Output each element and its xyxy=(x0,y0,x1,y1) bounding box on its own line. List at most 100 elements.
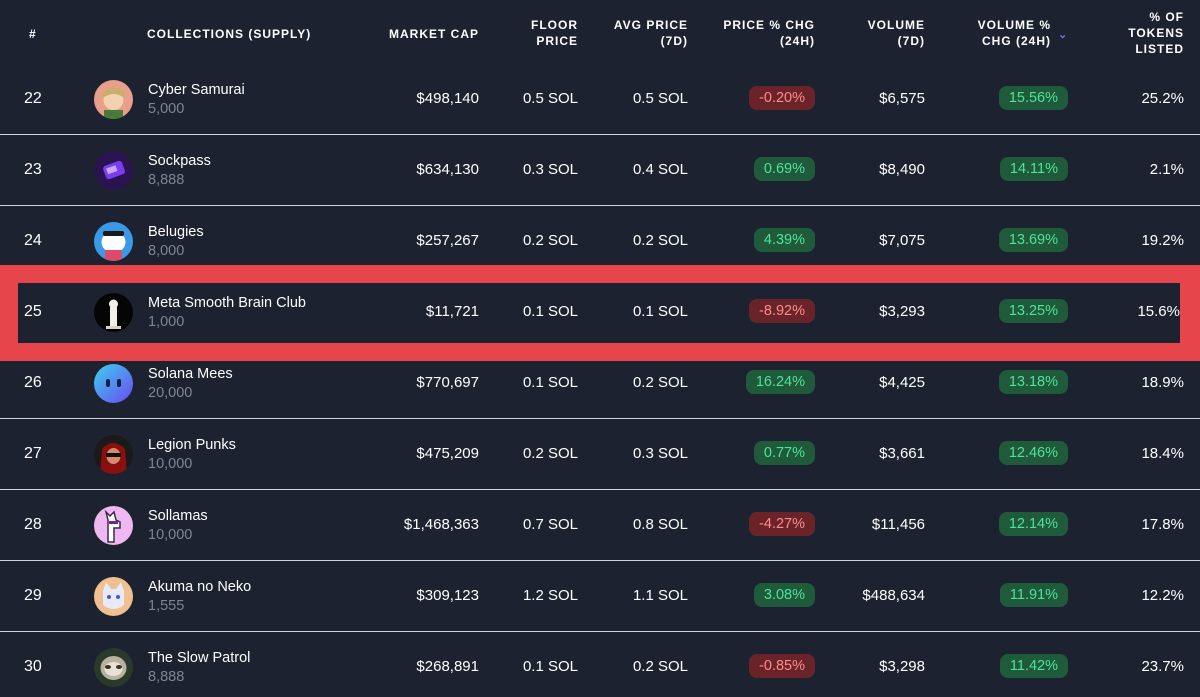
collection-name[interactable]: Solana Mees xyxy=(148,366,233,382)
sollamas-avatar[interactable] xyxy=(94,506,133,545)
avg-price-cell: 0.5 SOL xyxy=(632,90,688,107)
avg-price-cell: 0.8 SOL xyxy=(632,516,688,533)
legion-punks-avatar[interactable] xyxy=(94,435,133,474)
price-change-badge: -0.20% xyxy=(749,86,815,110)
rank-cell: 23 xyxy=(24,161,42,178)
market-cap-cell: $475,209 xyxy=(416,445,479,462)
cyber-samurai-avatar[interactable] xyxy=(94,80,133,119)
floor-price-cell: 0.2 SOL xyxy=(522,445,578,462)
rank-header[interactable]: # xyxy=(29,27,37,41)
market-cap-cell: $257,267 xyxy=(416,232,479,249)
table-row[interactable]: 28 Sollamas 10,000 $1,468,363 0.7 SOL 0.… xyxy=(0,490,1200,561)
avg-price-cell: 0.2 SOL xyxy=(632,232,688,249)
volume-cell: $6,575 xyxy=(879,90,925,107)
volume-change-badge: 13.18% xyxy=(998,370,1068,394)
collection-supply: 1,000 xyxy=(148,314,185,330)
market-cap-cell: $498,140 xyxy=(416,90,479,107)
avg-price-cell: 0.2 SOL xyxy=(632,658,688,675)
market-cap-header[interactable]: MARKET CAP xyxy=(389,27,479,41)
the-slow-patrol-avatar[interactable] xyxy=(94,648,133,687)
floor-price-cell: 0.1 SOL xyxy=(522,303,578,320)
table-header: # COLLECTIONS (SUPPLY) MARKET CAP FLOOR … xyxy=(0,0,1200,64)
floor-price-cell: 0.2 SOL xyxy=(522,232,578,249)
vchg-header-line1: VOLUME % xyxy=(977,18,1051,32)
market-cap-cell: $11,721 xyxy=(425,303,479,320)
price-change-badge: -0.85% xyxy=(749,654,815,678)
sort-desc-icon[interactable]: ⌄ xyxy=(1058,29,1069,41)
pchg-header-line1: PRICE % CHG xyxy=(723,18,815,32)
avg-price-cell: 0.4 SOL xyxy=(632,161,688,178)
vchg-header-line2: CHG (24H) xyxy=(981,34,1051,48)
collection-name[interactable]: Akuma no Neko xyxy=(148,579,252,595)
price-change-badge: 0.77% xyxy=(753,441,815,465)
price-change-badge: 4.39% xyxy=(753,228,815,252)
list-header-line2: TOKENS xyxy=(1128,26,1184,40)
collection-name[interactable]: Cyber Samurai xyxy=(148,82,245,98)
floor-price-cell: 0.7 SOL xyxy=(522,516,578,533)
tokens-listed-cell: 18.4% xyxy=(1141,445,1184,462)
price-change-badge: -8.92% xyxy=(749,299,815,323)
table-row[interactable]: 24 Belugies 8,000 $257,267 0.2 SOL 0.2 S… xyxy=(0,206,1200,277)
vol-header-line2: (7D) xyxy=(897,34,925,48)
volume-change-badge: 11.91% xyxy=(999,583,1068,607)
table-row-highlighted[interactable]: 25 Meta Smooth Brain Club 1,000 $11,721 … xyxy=(0,277,1200,348)
collection-name[interactable]: Belugies xyxy=(148,224,204,240)
price-change-badge: 16.24% xyxy=(745,370,815,394)
tokens-listed-cell: 15.6% xyxy=(1137,303,1180,320)
list-header-line3: LISTED xyxy=(1135,42,1184,56)
floor-price-header[interactable]: FLOOR PRICE xyxy=(531,17,578,49)
rank-cell: 27 xyxy=(24,445,42,462)
volume-change-badge: 13.25% xyxy=(998,299,1068,323)
rank-cell: 28 xyxy=(24,516,42,533)
collection-supply: 1,555 xyxy=(148,598,185,614)
sockpass-avatar[interactable] xyxy=(94,151,133,190)
volume-header[interactable]: VOLUME (7D) xyxy=(868,17,925,49)
volume-cell: $3,293 xyxy=(879,303,925,320)
table-row[interactable]: 29 Akuma no Neko 1,555 $309,123 1.2 SOL … xyxy=(0,561,1200,632)
table-row[interactable]: 23 Sockpass 8,888 $634,130 0.3 SOL 0.4 S… xyxy=(0,135,1200,206)
volume-cell: $8,490 xyxy=(879,161,925,178)
collection-header[interactable]: COLLECTIONS (SUPPLY) xyxy=(147,27,312,41)
tokens-listed-cell: 19.2% xyxy=(1141,232,1184,249)
floor-header-line2: PRICE xyxy=(536,34,578,48)
collection-name[interactable]: Sockpass xyxy=(148,153,211,169)
collection-name[interactable]: The Slow Patrol xyxy=(148,650,251,666)
collection-name[interactable]: Sollamas xyxy=(148,508,208,524)
collection-supply: 20,000 xyxy=(148,385,193,401)
rank-cell: 30 xyxy=(24,658,42,675)
avg-price-cell: 0.1 SOL xyxy=(632,303,688,320)
floor-price-cell: 0.3 SOL xyxy=(522,161,578,178)
rank-cell: 26 xyxy=(24,374,42,391)
avg-price-header[interactable]: AVG PRICE (7D) xyxy=(614,17,688,49)
volume-cell: $3,298 xyxy=(879,658,925,675)
tokens-listed-header[interactable]: % OF TOKENS LISTED xyxy=(1128,9,1184,57)
volume-cell: $7,075 xyxy=(879,232,925,249)
belugies-avatar[interactable] xyxy=(94,222,133,261)
tokens-listed-cell: 25.2% xyxy=(1141,90,1184,107)
solana-mees-avatar[interactable] xyxy=(94,364,133,403)
meta-smooth-brain-club-avatar[interactable] xyxy=(94,293,133,332)
table-row[interactable]: 22 Cyber Samurai 5,000 $498,140 0.5 SOL … xyxy=(0,64,1200,135)
volume-change-badge: 12.14% xyxy=(998,512,1068,536)
price-change-badge: -4.27% xyxy=(749,512,815,536)
collection-supply: 8,000 xyxy=(148,243,185,259)
table-row[interactable]: 30 The Slow Patrol 8,888 $268,891 0.1 SO… xyxy=(0,632,1200,697)
volume-change-badge: 14.11% xyxy=(999,157,1068,181)
tokens-listed-cell: 18.9% xyxy=(1141,374,1184,391)
table-row[interactable]: 27 Legion Punks 10,000 $475,209 0.2 SOL … xyxy=(0,419,1200,490)
tokens-listed-cell: 2.1% xyxy=(1149,161,1184,178)
avg-price-cell: 0.3 SOL xyxy=(632,445,688,462)
price-change-header[interactable]: PRICE % CHG (24H) xyxy=(723,17,815,49)
floor-price-cell: 0.1 SOL xyxy=(522,374,578,391)
volume-change-header[interactable]: VOLUME % CHG (24H) xyxy=(978,17,1051,49)
collection-name[interactable]: Legion Punks xyxy=(148,437,236,453)
market-cap-cell: $634,130 xyxy=(416,161,479,178)
collection-name[interactable]: Meta Smooth Brain Club xyxy=(148,295,306,311)
volume-change-badge: 12.46% xyxy=(998,441,1068,465)
market-cap-cell: $309,123 xyxy=(416,587,479,604)
akuma-no-neko-avatar[interactable] xyxy=(94,577,133,616)
rank-cell: 24 xyxy=(24,232,42,249)
volume-change-badge: 11.42% xyxy=(999,654,1068,678)
table-row[interactable]: 26 Solana Mees 20,000 $770,697 0.1 SOL 0… xyxy=(0,348,1200,419)
